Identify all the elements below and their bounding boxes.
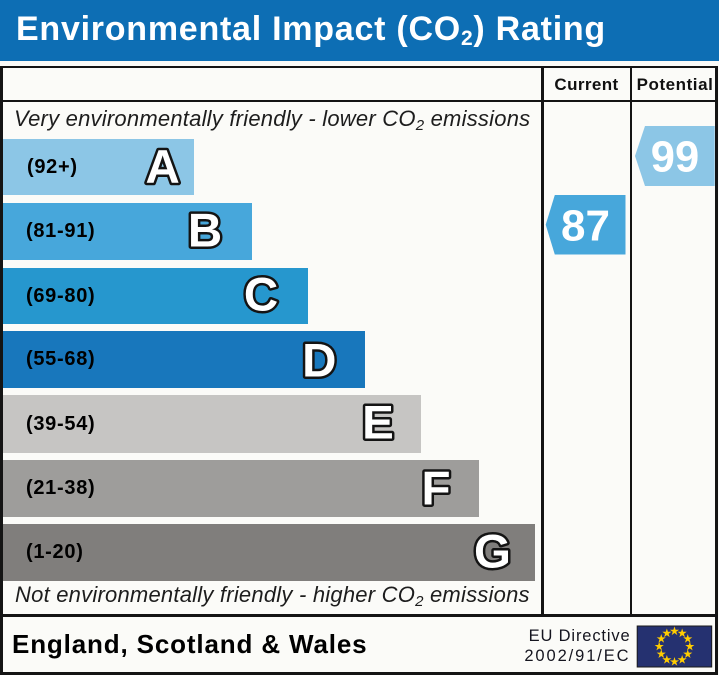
svg-text:D: D <box>302 334 336 387</box>
svg-text:F: F <box>421 462 450 515</box>
svg-text:E: E <box>362 397 394 450</box>
svg-text:G: G <box>474 526 511 579</box>
svg-text:99: 99 <box>651 133 699 181</box>
svg-text:87: 87 <box>561 201 610 250</box>
svg-text:C: C <box>244 269 278 322</box>
svg-text:A: A <box>146 141 180 194</box>
svg-text:B: B <box>188 205 222 258</box>
